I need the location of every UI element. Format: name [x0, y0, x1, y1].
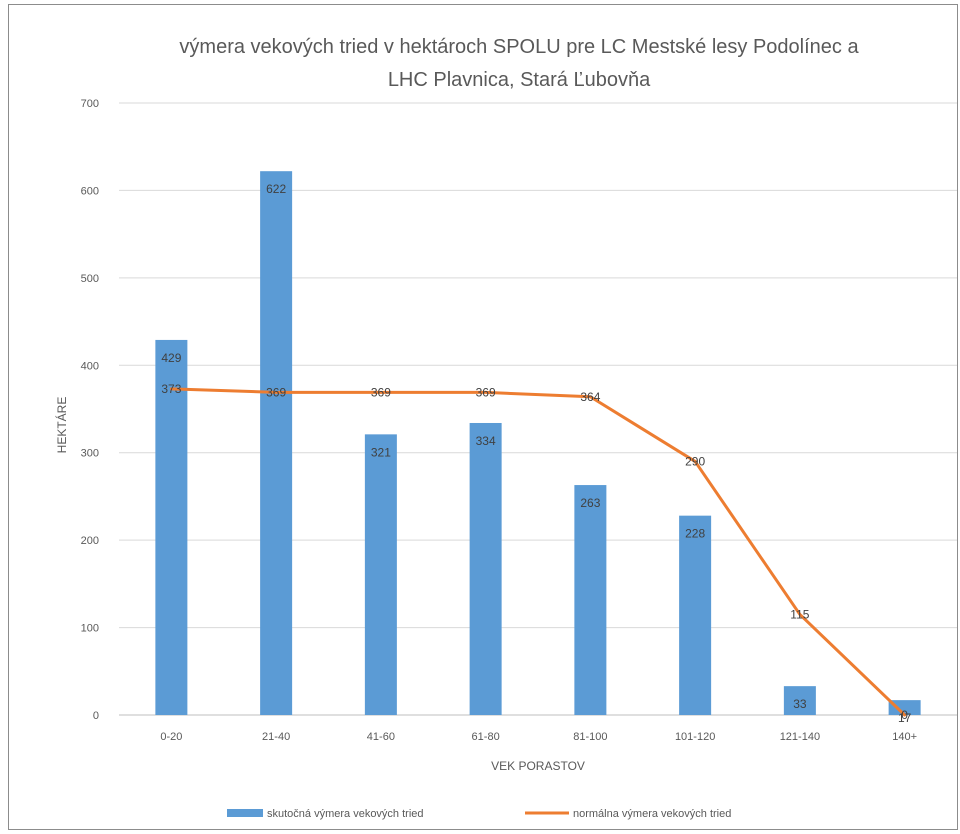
bar	[469, 422, 502, 715]
line-data-label: 369	[371, 385, 391, 399]
line-data-label: 115	[790, 607, 809, 621]
x-tick-label: 0-20	[160, 731, 182, 743]
bar	[679, 515, 712, 715]
line-data-label: 369	[266, 385, 286, 399]
bar-series	[155, 171, 921, 716]
legend-bar-swatch	[227, 809, 263, 817]
x-axis-title: VEK PORASTOV	[491, 759, 585, 773]
y-tick-label: 700	[81, 98, 99, 110]
line-path	[169, 387, 907, 717]
x-tick-label: 140+	[892, 731, 917, 743]
line-series	[169, 387, 907, 717]
y-tick-label: 0	[93, 710, 99, 722]
legend-line-label: normálna výmera vekových tried	[573, 808, 731, 820]
bar-data-label: 321	[371, 445, 391, 459]
x-tick-label: 21-40	[262, 731, 290, 743]
x-tick-label: 81-100	[573, 731, 607, 743]
line-data-label: 0	[901, 708, 908, 722]
bar	[783, 686, 816, 715]
line-data-label: 364	[580, 390, 600, 404]
bar-data-label: 263	[580, 496, 600, 510]
x-tick-label: 41-60	[367, 731, 395, 743]
bar-data-label: 429	[161, 351, 181, 365]
x-tick-label: 121-140	[780, 731, 820, 743]
y-tick-label: 300	[81, 448, 99, 460]
chart: výmera vekových tried v hektároch SPOLU …	[54, 36, 957, 820]
chart-title-line-1: výmera vekových tried v hektároch SPOLU …	[179, 36, 859, 58]
chart-frame: výmera vekových tried v hektároch SPOLU …	[8, 4, 958, 830]
y-tick-label: 600	[81, 185, 99, 197]
bar	[364, 434, 397, 715]
bar	[155, 339, 188, 715]
legend-bar-label: skutočná výmera vekových tried	[267, 808, 424, 820]
x-axis-ticks: 0-20 21-40 41-60 61-80 81-100 101-120 121-140 1…	[160, 731, 917, 743]
chart-title-line-2: LHC Plavnica, Stará Ľubovňa	[388, 69, 651, 91]
bar-data-label: 622	[266, 182, 286, 196]
bar-data-label: 33	[793, 697, 807, 711]
y-tick-label: 500	[81, 273, 99, 285]
bar	[888, 700, 921, 715]
y-tick-label: 400	[81, 360, 99, 372]
y-axis-ticks: 0 100 200 300 400 500 600 700	[81, 98, 99, 722]
x-tick-label: 61-80	[472, 731, 500, 743]
line-data-label: 290	[685, 454, 705, 468]
line-data-label: 369	[476, 385, 496, 399]
bar	[574, 485, 607, 715]
bar-data-label: 228	[685, 527, 705, 541]
bar-data-label: 17	[898, 711, 912, 725]
bar	[260, 171, 293, 716]
chart-title: výmera vekových tried v hektároch SPOLU …	[179, 36, 859, 91]
data-labels: 429 622 321 334 263 228 33 17 373 369 369 369 364 290…	[161, 182, 911, 725]
legend: skutočná výmera vekových tried normálna v…	[227, 808, 731, 820]
gridlines	[119, 102, 957, 716]
line-data-label: 373	[161, 382, 181, 396]
bar-data-label: 334	[476, 434, 496, 448]
y-tick-label: 100	[81, 623, 99, 635]
x-tick-label: 101-120	[675, 731, 715, 743]
y-axis-title: HEKTÁRE	[54, 397, 69, 454]
y-tick-label: 200	[81, 535, 99, 547]
